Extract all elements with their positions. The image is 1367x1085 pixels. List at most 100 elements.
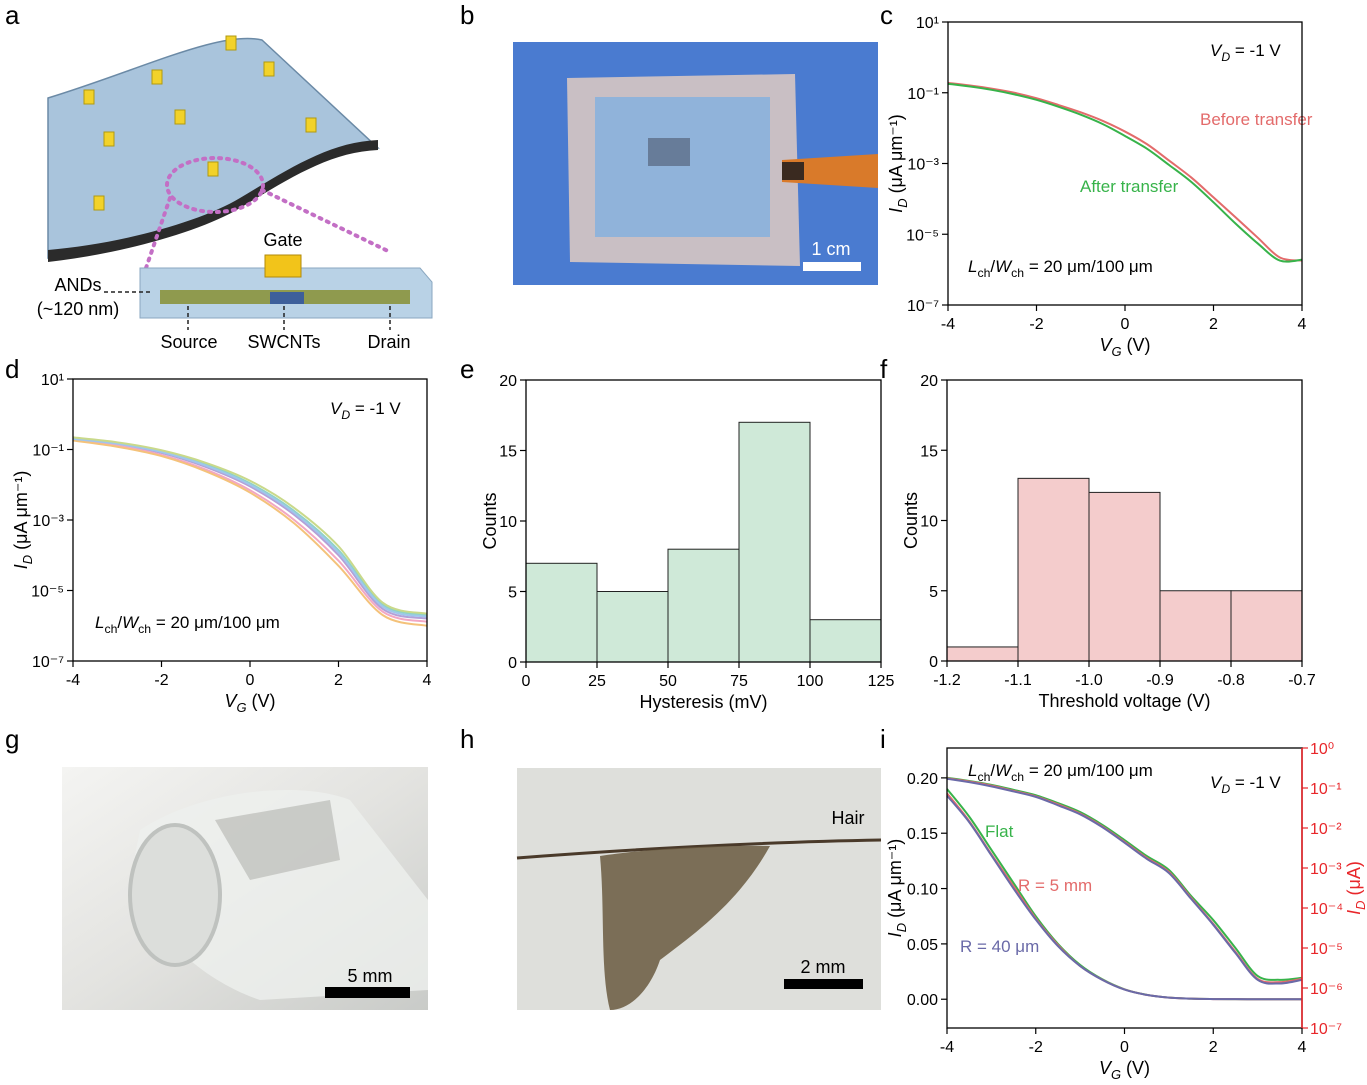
x-tick-label: 0 [522,673,531,690]
text-part: I [885,932,905,937]
x-tick-label: -1.0 [1075,672,1103,689]
x-tick-label: 4 [1298,1039,1307,1056]
text-part: (μA μm⁻¹) [885,839,905,923]
bar [596,591,669,663]
line [72,436,428,615]
text-part: / [990,761,995,780]
label: Gate [263,230,302,250]
y2-tick-label: 10⁻¹ [1310,781,1342,798]
bar [1159,590,1232,662]
devices [648,138,690,166]
film [595,97,770,237]
line [72,437,428,617]
panel-letter: c [880,0,893,30]
x-tick-label: 0 [246,672,255,689]
text-part: ch [138,622,151,636]
bar [946,646,1019,662]
y2-tick-label: 10⁻⁷ [1310,1021,1342,1038]
x-tick-label: -1.2 [933,672,961,689]
x-tick-label: 2 [334,672,343,689]
devices [215,800,340,880]
text-part: L [95,613,104,632]
y-tick-label: 0 [508,655,517,672]
text-part: ch [1011,266,1024,280]
bar [1017,477,1090,662]
text-part: W [995,761,1013,780]
text-part: V [1099,335,1113,355]
text-part: W [995,257,1013,276]
text-part: D [895,198,910,207]
panel-letter: f [880,354,888,384]
photo-b: 1 cm [513,42,878,285]
y-tick-label: 5 [508,585,517,602]
y-tick-label: 10⁻⁷ [32,654,64,671]
zoom-circle [165,156,265,214]
scale-label: 1 cm [811,239,850,259]
y2-tick-label: 10⁻⁵ [1310,941,1343,958]
scale-bar [325,987,410,998]
y-axis-label: Counts [901,492,921,549]
y-tick-label: 20 [499,373,517,390]
y-tick-label: 10⁻¹ [32,443,64,460]
bar [1088,491,1161,662]
x-axis-label: VG (V) [1099,335,1150,359]
text-part: (V) [1121,1058,1150,1078]
text-part: G [1111,1067,1121,1080]
x-axis-label: VG (V) [1099,1058,1150,1080]
text-part: V [1210,773,1223,792]
text-part: I [11,564,31,569]
y-tick-label: 10⁻⁵ [31,584,64,601]
scale-bar [803,262,861,271]
annotation: Lch/Wch = 20 μm/100 μm [968,257,1153,280]
y-tick-label: 15 [499,444,517,461]
series-label: Flat [985,822,1014,841]
y-tick-label: 10¹ [41,372,64,389]
line [946,777,1303,985]
line [72,438,428,623]
series-label: R = 40 μm [960,937,1039,956]
photo-g: 5 mm [62,767,428,1010]
line [72,437,428,620]
text-part: I [886,208,906,213]
panel-letter: g [5,724,19,754]
label: (~120 nm) [37,299,120,319]
y-tick-label: 0.15 [907,826,938,843]
scale-bar [784,979,863,989]
text-part: V [330,399,343,418]
y-tick-label: 10⁻³ [32,513,64,530]
x-tick-label: -2 [1029,316,1043,333]
x-tick-label: 2 [1209,316,1218,333]
y2-tick-label: 10⁻³ [1310,861,1342,878]
annotation: VD = -1 V [330,399,401,422]
x-tick-label: -1.1 [1004,672,1032,689]
y-tick-label: 10⁻³ [907,157,939,174]
leaders [104,291,391,330]
text-part: L [968,761,977,780]
gate-electrode [264,254,302,278]
x-tick-label: -2 [1029,1039,1043,1056]
y-tick-label: 0 [929,654,938,671]
text-part: (V) [247,691,276,711]
y-tick-label: 10⁻¹ [907,86,939,103]
text-part: W [122,613,140,632]
y-tick-label: 10⁻⁷ [907,298,939,315]
series-label: R = 5 mm [1018,876,1092,895]
hair [516,838,882,860]
zoom-line [260,188,392,254]
y-tick-label: 10 [920,514,938,531]
y2-tick-label: 10⁻⁶ [1310,981,1343,998]
y-axis-label: ID (μA μm⁻¹) [11,471,35,570]
x-tick-label: 0 [1121,316,1130,333]
line [72,439,428,627]
text-part: D [1353,901,1367,910]
x-tick-label: 25 [588,673,606,690]
x-tick-label: -4 [941,316,955,333]
annotation: VD = -1 V [1210,773,1281,796]
x-tick-label: 0 [1120,1039,1129,1056]
x-tick-label: 4 [423,672,432,689]
hair-label: Hair [831,808,864,828]
text-part: V [1210,41,1223,60]
y-tick-label: 10¹ [916,15,939,32]
text-part: = 20 μm/100 μm [1024,761,1153,780]
text-part: / [117,613,122,632]
